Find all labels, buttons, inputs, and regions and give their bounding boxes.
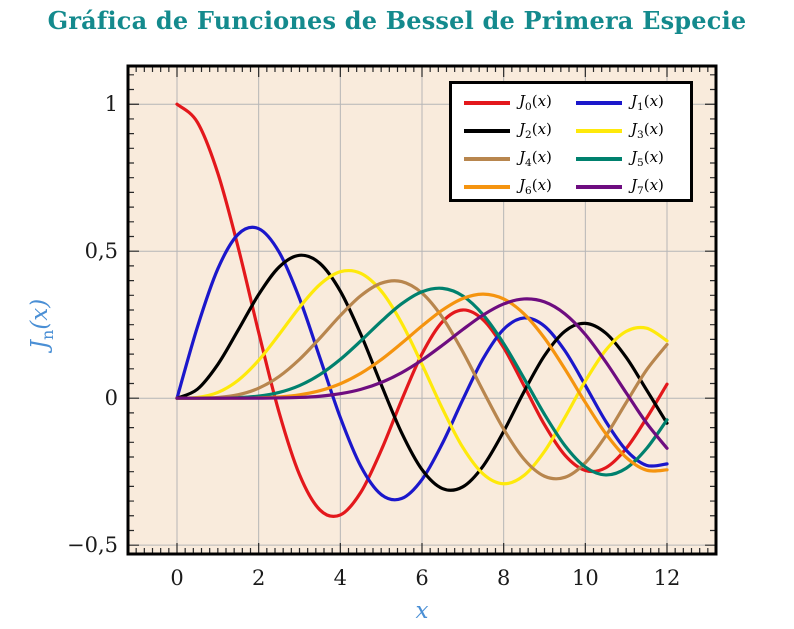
legend-line-sample	[576, 156, 622, 161]
legend-line-sample	[464, 128, 510, 133]
curve-j7x	[175, 297, 669, 450]
x-tick-label: 8	[497, 566, 510, 590]
legend-item-label: J4(x)	[519, 148, 552, 169]
legend-item: J1(x)	[576, 92, 678, 113]
legend-item-label: J1(x)	[631, 92, 664, 113]
chart-title: Gráfica de Funciones de Bessel de Primer…	[47, 6, 747, 35]
legend-item: J7(x)	[576, 176, 678, 197]
legend-item-label: J2(x)	[519, 120, 552, 141]
legend-item-label: J0(x)	[519, 92, 552, 113]
y-tick-label: 1	[105, 92, 118, 116]
legend-item-label: J7(x)	[631, 176, 664, 197]
legend-line-sample	[576, 100, 622, 105]
legend-item-label: J5(x)	[631, 148, 664, 169]
legend-item: J5(x)	[576, 148, 678, 169]
curve-j5x	[175, 286, 669, 477]
x-tick-label: 2	[252, 566, 265, 590]
x-tick-label: 12	[654, 566, 681, 590]
y-axis-label: Jn(x)	[27, 298, 57, 350]
plot-frame	[126, 64, 718, 556]
legend-line-sample	[464, 100, 510, 105]
legend-line-sample	[464, 184, 510, 189]
x-axis-label: x	[415, 598, 429, 624]
curve-j3x	[175, 268, 669, 486]
legend-item: J4(x)	[464, 148, 566, 169]
legend-item: J6(x)	[464, 176, 566, 197]
legend-item: J0(x)	[464, 92, 566, 113]
y-tick-label: 0	[105, 386, 118, 410]
legend-line-sample	[464, 156, 510, 161]
x-tick-label: 4	[334, 566, 347, 590]
x-tick-label: 6	[415, 566, 428, 590]
grid-lines	[128, 66, 716, 554]
legend-line-sample	[576, 184, 622, 189]
x-tick-label: 10	[572, 566, 599, 590]
curve-j2x	[175, 253, 669, 492]
y-tick-label: −0,5	[67, 533, 118, 557]
legend-item: J2(x)	[464, 120, 566, 141]
legend-item-label: J6(x)	[519, 176, 552, 197]
legend-item: J3(x)	[576, 120, 678, 141]
legend-line-sample	[576, 128, 622, 133]
legend-item-label: J3(x)	[631, 120, 664, 141]
y-tick-label: 0,5	[85, 239, 118, 263]
legend: J0(x) J1(x) J2(x) J3(x) J4(x) J5(x) J6(x) J7(x)	[449, 81, 693, 202]
curve-j1x	[175, 225, 669, 502]
x-tick-label: 0	[170, 566, 183, 590]
